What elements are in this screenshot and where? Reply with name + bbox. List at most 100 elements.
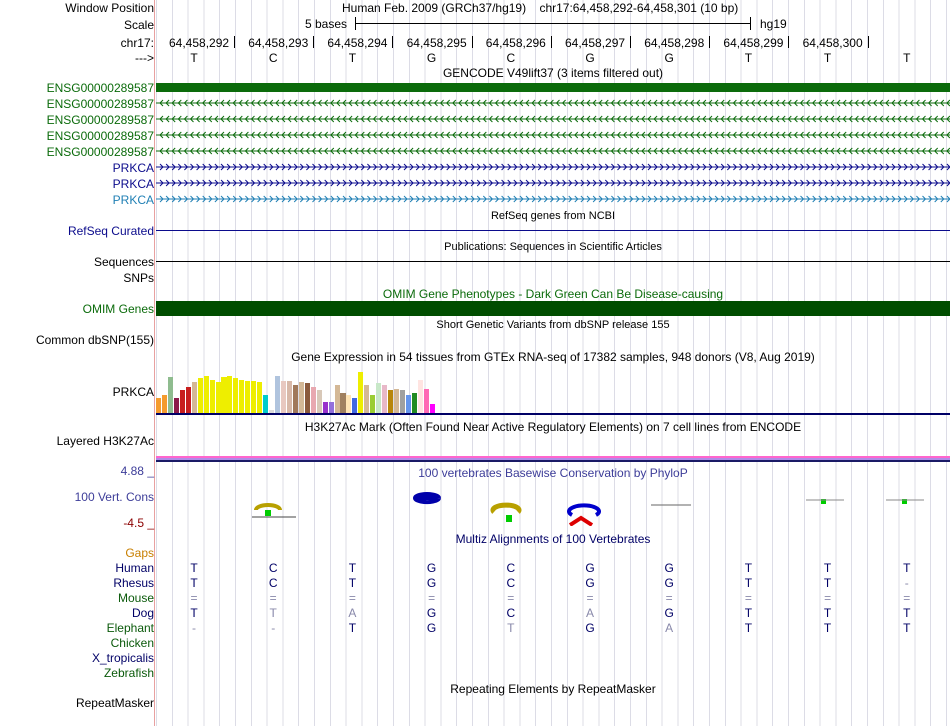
coordinate-tick — [234, 36, 235, 48]
gaps-label[interactable]: Gaps — [125, 546, 154, 560]
gtex-tissue-bar[interactable] — [167, 377, 173, 413]
gtex-tissue-bar[interactable] — [156, 398, 162, 413]
gtex-label[interactable]: PRKCA — [112, 385, 154, 399]
gencode-transcript-line[interactable] — [156, 131, 950, 139]
gtex-tissue-bar[interactable] — [370, 395, 376, 413]
gtex-tissue-bar[interactable] — [221, 377, 227, 413]
gtex-tissue-bar[interactable] — [411, 393, 417, 413]
prkca-transcript-label[interactable]: PRKCA — [112, 177, 154, 191]
conservation-logos[interactable] — [156, 490, 950, 526]
gtex-tissue-bar[interactable] — [209, 380, 215, 413]
cons-label[interactable]: 100 Vert. Cons — [74, 490, 154, 504]
gtex-tissue-bar[interactable] — [280, 381, 287, 413]
gtex-tissue-bar[interactable] — [405, 395, 411, 413]
refseq-line[interactable] — [156, 230, 950, 231]
species-label-dog[interactable]: Dog — [131, 606, 154, 620]
strand-label[interactable]: ---> — [135, 51, 154, 65]
gtex-tissue-bar[interactable] — [310, 387, 316, 413]
gtex-tissue-bar[interactable] — [340, 393, 346, 413]
species-label-elephant[interactable]: Elephant — [106, 621, 154, 635]
species-label-rhesus[interactable]: Rhesus — [113, 576, 154, 590]
gtex-tissue-bar[interactable] — [364, 385, 370, 413]
gencode-transcript-label[interactable]: ENSG00000289587 — [46, 129, 154, 143]
gtex-tissue-bar[interactable] — [263, 395, 269, 413]
prkca-transcript-line[interactable] — [156, 179, 950, 187]
gtex-tissue-bar[interactable] — [346, 395, 352, 413]
gtex-tissue-bar[interactable] — [179, 390, 185, 413]
h3k27ac-label[interactable]: Layered H3K27Ac — [56, 434, 154, 448]
gtex-tissue-bar[interactable] — [275, 376, 281, 413]
alignment-base: G — [426, 576, 437, 590]
alignment-base: T — [744, 621, 753, 635]
gtex-tissue-bar[interactable] — [173, 398, 179, 413]
base-letter: C — [506, 51, 516, 65]
gtex-tissue-bar[interactable] — [376, 383, 382, 413]
gtex-tissue-bar[interactable] — [298, 382, 304, 413]
gencode-transcript-label[interactable]: ENSG00000289587 — [46, 113, 154, 127]
publications-track-title: Publications: Sequences in Scientific Ar… — [444, 241, 662, 253]
alignment-base: G — [426, 606, 437, 620]
gencode-transcript-label[interactable]: ENSG00000289587 — [46, 145, 154, 159]
prkca-transcript-line[interactable] — [156, 195, 950, 203]
gtex-tissue-bar[interactable] — [382, 385, 388, 413]
gtex-tissue-bar[interactable] — [197, 378, 203, 413]
gtex-tissue-bar[interactable] — [292, 385, 298, 413]
species-label-human[interactable]: Human — [115, 561, 154, 575]
prkca-transcript-line[interactable] — [156, 163, 950, 171]
gtex-tissue-bar[interactable] — [304, 383, 310, 413]
gtex-tissue-bar[interactable] — [215, 382, 221, 413]
gtex-tissue-bar[interactable] — [227, 376, 233, 413]
gtex-tissue-bar[interactable] — [233, 378, 239, 413]
alignment-base: T — [348, 621, 357, 635]
coordinate-label: 64,458,295 — [406, 36, 467, 50]
gtex-bar-chart[interactable] — [156, 362, 556, 413]
gtex-tissue-bar[interactable] — [203, 376, 209, 413]
alignment-base: - — [904, 576, 909, 590]
prkca-transcript-label[interactable]: PRKCA — [112, 193, 154, 207]
logo-c-1 — [252, 503, 296, 518]
gtex-tissue-bar[interactable] — [245, 381, 251, 413]
gencode-gene-block[interactable] — [156, 83, 950, 92]
gtex-tissue-bar[interactable] — [417, 380, 423, 413]
gtex-tissue-bar[interactable] — [316, 390, 322, 413]
gtex-tissue-bar[interactable] — [322, 402, 328, 413]
gtex-tissue-bar[interactable] — [161, 395, 168, 413]
gtex-tissue-bar[interactable] — [423, 389, 429, 413]
gtex-tissue-bar[interactable] — [185, 387, 191, 413]
gencode-transcript-label[interactable]: ENSG00000289587 — [46, 97, 154, 111]
sequences-line[interactable] — [156, 261, 950, 262]
gtex-tissue-bar[interactable] — [334, 385, 340, 413]
gencode-transcript-line[interactable] — [156, 99, 950, 107]
gencode-transcript-line[interactable] — [156, 115, 950, 123]
gencode-transcript-label[interactable]: ENSG00000289587 — [46, 81, 154, 95]
gtex-tissue-bar[interactable] — [269, 410, 275, 413]
species-label-x_tropicalis[interactable]: X_tropicalis — [91, 651, 154, 665]
species-label-mouse[interactable]: Mouse — [117, 591, 154, 605]
gtex-tissue-bar[interactable] — [239, 380, 245, 413]
logo-g-2 — [490, 502, 522, 522]
omim-block[interactable] — [156, 301, 950, 316]
gtex-tissue-bar[interactable] — [251, 381, 257, 413]
species-label-chicken[interactable]: Chicken — [110, 636, 154, 650]
prkca-transcript-label[interactable]: PRKCA — [112, 161, 154, 175]
repeatmasker-label[interactable]: RepeatMasker — [75, 696, 154, 710]
cons-max: 4.88 _ — [120, 464, 154, 478]
snps-label[interactable]: SNPs — [123, 271, 154, 285]
gtex-tissue-bar[interactable] — [358, 372, 364, 413]
dbsnp-label[interactable]: Common dbSNP(155) — [35, 333, 154, 347]
gtex-tissue-bar[interactable] — [394, 389, 400, 413]
refseq-label[interactable]: RefSeq Curated — [67, 224, 154, 238]
gencode-transcripts[interactable] — [156, 96, 950, 206]
gtex-tissue-bar[interactable] — [191, 382, 197, 413]
gtex-tissue-bar[interactable] — [399, 390, 406, 413]
gtex-tissue-bar[interactable] — [429, 404, 435, 413]
omim-label[interactable]: OMIM Genes — [82, 302, 154, 316]
gtex-tissue-bar[interactable] — [286, 381, 292, 413]
sequences-label[interactable]: Sequences — [93, 255, 154, 269]
gtex-tissue-bar[interactable] — [388, 390, 394, 413]
gtex-tissue-bar[interactable] — [257, 382, 263, 413]
gtex-tissue-bar[interactable] — [352, 398, 358, 413]
species-label-zebrafish[interactable]: Zebrafish — [103, 666, 154, 680]
gtex-tissue-bar[interactable] — [328, 402, 334, 413]
gencode-transcript-line[interactable] — [156, 147, 950, 155]
